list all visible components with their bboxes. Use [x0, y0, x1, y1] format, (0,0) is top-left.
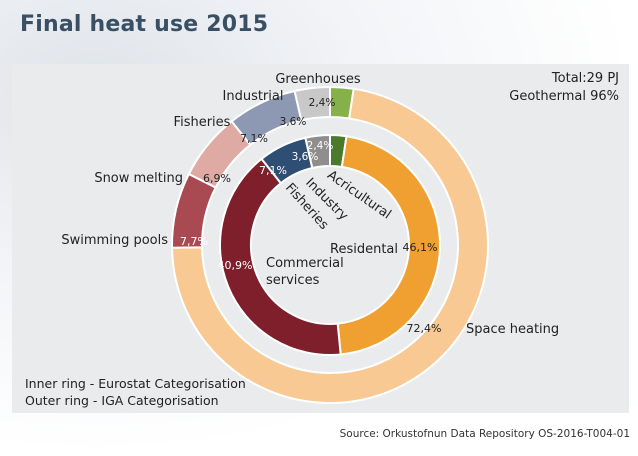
outer-label-space-heating-value: 72,4% — [407, 322, 442, 335]
outer-label-industrial-value: 3,6% — [280, 116, 307, 128]
total-note: Total:29 PJ — [551, 71, 619, 86]
inner-label-fisheries-value: 7,1% — [259, 164, 287, 177]
inner-label-residental-value: 46,1% — [403, 241, 438, 254]
outer-slice-space-heating — [171, 87, 489, 404]
outer-label-snow-melting-value: 6,9% — [203, 172, 231, 185]
legend-inner-ring: Inner ring - Eurostat Categorisation — [25, 376, 246, 391]
outer-name-fisheries: Fisheries — [174, 115, 231, 130]
outer-ring — [171, 85, 489, 404]
page-title: Final heat use 2015 — [20, 12, 269, 37]
inner-name-commercial-line1: Commercial — [266, 256, 344, 271]
inner-slice-commercial-services — [219, 157, 342, 356]
inner-slice-industry — [304, 133, 331, 170]
outer-name-industrial: Industrial — [223, 89, 284, 104]
inner-name-commercial-line2: services — [266, 273, 320, 288]
inner-label-acricultural-value: 2,4% — [307, 140, 334, 152]
legend-outer-ring: Outer ring - IGA Categorisation — [25, 393, 219, 408]
geothermal-note: Geothermal 96% — [509, 89, 619, 104]
outer-label-greenhouses-value: 2,4% — [309, 97, 336, 109]
source-note: Source: Orkustofnun Data Repository OS-2… — [339, 428, 630, 440]
inner-ring — [219, 133, 441, 356]
outer-name-swimming-pools: Swimming pools — [61, 233, 168, 248]
outer-label-fisheries-value: 7,1% — [240, 132, 268, 145]
outer-label-swimming-pools-value: 7,7% — [180, 235, 208, 248]
inner-label-commercial-value: 40,9% — [218, 259, 253, 272]
outer-name-space-heating: Space heating — [466, 322, 559, 337]
inner-name-residental: Residental — [330, 242, 398, 257]
inner-slice-residental — [336, 135, 441, 356]
outer-name-snow-melting: Snow melting — [94, 171, 183, 186]
outer-slice-industrial — [293, 85, 331, 122]
outer-name-greenhouses: Greenhouses — [275, 72, 361, 87]
inner-label-industry-value: 3,6% — [292, 151, 319, 163]
